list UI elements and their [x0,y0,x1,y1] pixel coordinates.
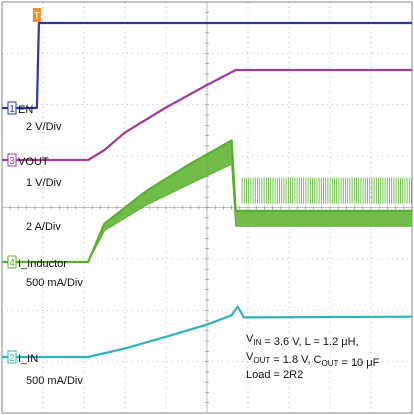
channel-ripple-scale-i-inductor: 2 A/Div [26,221,61,233]
channel-marker-number: 3 [9,156,15,167]
channel-name-en: EN [18,104,33,116]
annotation-line-2: VOUT = 1.8 V, COUT = 10 μF [246,351,380,369]
channel-labels: 1 EN 2 V/Div 3 VOUT 1 V/Div 4 I_Inductor 500 mA/… [7,8,83,387]
vout-trace [2,68,412,162]
channel-marker-2: 2 [7,350,17,364]
channel-marker-number: 2 [9,353,15,364]
channel-marker-number: 4 [9,258,15,269]
channel-name-i-inductor: I_Inductor [18,258,67,270]
annotation-line-3: Load = 2R2 [246,369,303,381]
annotation-line-1: VIN = 3.6 V, L = 1.2 μH, [246,333,359,348]
annotation-subscript: OUT [253,356,270,365]
channel-marker-box [7,101,17,115]
trigger-marker-box [32,8,41,22]
trigger-marker: T [32,8,41,22]
channel-marker-box [7,153,17,167]
channel-scale-en: 2 V/Div [26,121,62,133]
channel-scale-i-in: 500 mA/Div [26,375,83,387]
channel-scale-vout: 1 V/Div [26,177,62,189]
trigger-marker-label: T [34,11,40,22]
en-trace [2,21,412,110]
annotation-text: = 3.6 V, L = 1.2 μH, [261,336,358,348]
channel-marker-1: 1 [7,101,17,115]
channel-marker-box [7,255,17,269]
annotation-text: V [246,333,254,345]
annotation-text: V [246,351,254,363]
i-in-trace [2,305,413,359]
channel-marker-4: 4 [7,255,17,269]
i-inductor-trace [2,139,412,264]
annotation-text: Load = 2R2 [246,369,303,381]
channel-scale-i-inductor: 500 mA/Div [26,277,83,289]
annotation: VIN = 3.6 V, L = 1.2 μH,VOUT = 1.8 V, CO… [246,333,380,381]
annotation-subscript: IN [253,338,261,347]
channel-name-vout: VOUT [18,156,49,168]
channel-marker-box [7,350,17,364]
annotation-text: = 10 μF [338,357,379,369]
traces [2,21,413,359]
channel-marker-3: 3 [7,153,17,167]
annotation-text: = 1.8 V, C [270,354,321,366]
channel-marker-number: 1 [9,104,15,115]
annotation-subscript: OUT [322,359,339,368]
channel-name-i-in: I_IN [18,353,38,365]
